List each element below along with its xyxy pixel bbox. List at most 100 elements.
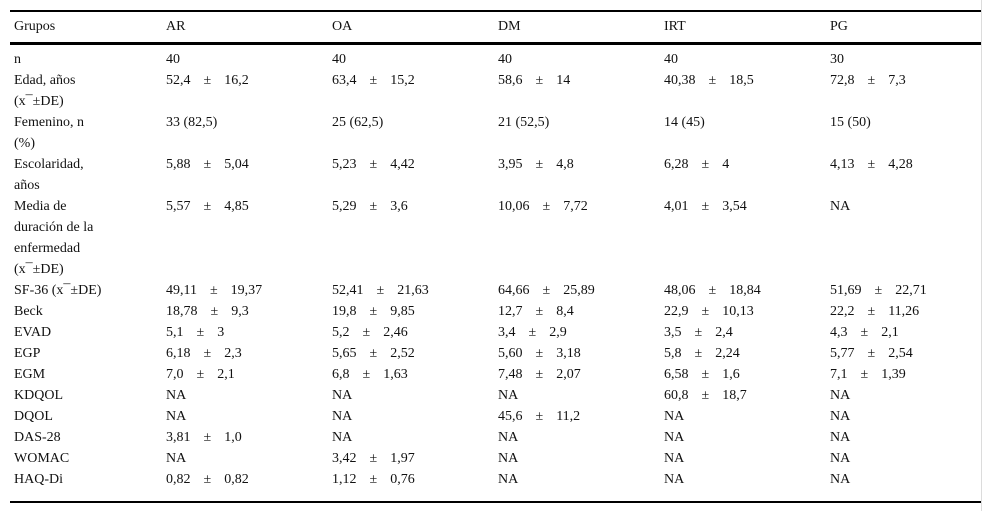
sd-value: 19,37 <box>230 283 263 298</box>
value-cell: 5,29 ±3,6 <box>332 196 498 280</box>
sd-value: 7,72 <box>563 199 588 214</box>
value-cell: 40 <box>166 52 180 67</box>
value-cell: 22,2 ±11,26 <box>830 301 982 322</box>
plus-minus-symbol: ± <box>874 283 883 298</box>
value-cell: 14 (45) <box>664 115 705 130</box>
value-cell: 40 <box>498 52 512 67</box>
value-cell: 4,13 ±4,28 <box>830 154 982 196</box>
plus-minus-symbol: ± <box>701 388 710 403</box>
mean-value: 22,2 <box>830 304 855 319</box>
plus-minus-symbol: ± <box>542 199 551 214</box>
sd-value: 22,71 <box>895 283 927 298</box>
value-cell: 63,4 ±15,2 <box>332 70 498 112</box>
sd-value: 4 <box>722 157 730 172</box>
value-cell: NA <box>664 472 685 487</box>
plus-minus-symbol: ± <box>867 346 876 361</box>
plus-minus-symbol: ± <box>203 73 212 88</box>
column-header-pg: PG <box>830 10 982 45</box>
sd-value: 21,63 <box>397 283 429 298</box>
mean-value: 5,1 <box>166 325 184 340</box>
sd-value: 14 <box>556 73 571 88</box>
value-cell: 40 <box>332 52 346 67</box>
plus-minus-symbol: ± <box>369 199 378 214</box>
mean-value: 49,11 <box>166 283 197 298</box>
row-label: EVAD <box>14 325 52 340</box>
row-label: DAS-28 <box>14 430 61 445</box>
sd-value: 4,42 <box>390 157 415 172</box>
sd-value: 1,0 <box>224 430 242 445</box>
plus-minus-symbol: ± <box>376 283 385 298</box>
value-cell: 40 <box>664 52 678 67</box>
column-header-dm: DM <box>498 10 664 45</box>
value-cell: 19,8 ±9,85 <box>332 301 498 322</box>
plus-minus-symbol: ± <box>708 283 717 298</box>
table-row: DQOL NA NA 45,6 ±11,2 NA NA <box>10 406 982 427</box>
column-header-irt: IRT <box>664 10 830 45</box>
sd-value: 4,8 <box>556 157 574 172</box>
plus-minus-symbol: ± <box>701 304 710 319</box>
mean-value: 64,66 <box>498 283 530 298</box>
mean-value: 6,28 <box>664 157 689 172</box>
value-cell: 5,57 ±4,85 <box>166 196 332 280</box>
plus-minus-symbol: ± <box>867 73 876 88</box>
value-cell: 4,01 ±3,54 <box>664 196 830 280</box>
table-row: EGP 6,18 ±2,3 5,65 ±2,52 5,60 ±3,18 5,8 ±2,24 5,7… <box>10 343 982 364</box>
sd-value: 2,9 <box>549 325 567 340</box>
mean-value: 5,60 <box>498 346 523 361</box>
plus-minus-symbol: ± <box>203 430 212 445</box>
value-cell: 64,66 ±25,89 <box>498 280 664 301</box>
table-row: KDQOL NA NA NA 60,8 ±18,7 NA <box>10 385 982 406</box>
value-cell: 45,6 ±11,2 <box>498 406 664 427</box>
plus-minus-symbol: ± <box>369 73 378 88</box>
value-cell: 15 (50) <box>830 115 871 130</box>
table-row: EGM 7,0 ±2,1 6,8 ±1,63 7,48 ±2,07 6,58 ±1,6 7,1 ±1… <box>10 364 982 385</box>
mean-value: 3,95 <box>498 157 523 172</box>
mean-value: 58,6 <box>498 73 523 88</box>
plus-minus-symbol: ± <box>203 472 212 487</box>
column-header-ar: AR <box>166 10 332 45</box>
mean-value: 5,29 <box>332 199 357 214</box>
value-cell: 25 (62,5) <box>332 115 384 130</box>
mean-value: 6,18 <box>166 346 191 361</box>
mean-value: 52,4 <box>166 73 191 88</box>
page-edge-divider <box>981 0 982 511</box>
sd-value: 2,52 <box>390 346 415 361</box>
sd-value: 18,5 <box>729 73 754 88</box>
value-cell: NA <box>332 409 353 424</box>
plus-minus-symbol: ± <box>196 367 205 382</box>
sd-value: 25,89 <box>563 283 595 298</box>
table-row: SF-36 (x¯±DE) 49,11 ±19,37 52,41 ±21,63 64,66… <box>10 280 982 301</box>
plus-minus-symbol: ± <box>867 157 876 172</box>
value-cell: 33 (82,5) <box>166 115 218 130</box>
plus-minus-symbol: ± <box>535 346 544 361</box>
sd-value: 18,84 <box>729 283 761 298</box>
row-label: EGP <box>14 346 41 361</box>
table-row: WOMAC NA 3,42 ±1,97 NA NA NA <box>10 448 982 469</box>
mean-value: 5,23 <box>332 157 357 172</box>
plus-minus-symbol: ± <box>369 451 378 466</box>
value-cell: NA <box>332 388 353 403</box>
plus-minus-symbol: ± <box>860 325 869 340</box>
plus-minus-symbol: ± <box>369 157 378 172</box>
sd-value: 16,2 <box>224 73 249 88</box>
table-row: Beck 18,78 ±9,3 19,8 ±9,85 12,7 ±8,4 22,9 ±10,13… <box>10 301 982 322</box>
plus-minus-symbol: ± <box>701 157 710 172</box>
plus-minus-symbol: ± <box>209 283 218 298</box>
value-cell: 72,8 ±7,3 <box>830 70 982 112</box>
value-cell: 3,95 ±4,8 <box>498 154 664 196</box>
value-cell: 6,8 ±1,63 <box>332 364 498 385</box>
plus-minus-symbol: ± <box>203 157 212 172</box>
mean-value: 4,3 <box>830 325 848 340</box>
value-cell: 6,18 ±2,3 <box>166 343 332 364</box>
value-cell: NA <box>166 451 187 466</box>
plus-minus-symbol: ± <box>694 325 703 340</box>
sd-value: 2,1 <box>881 325 899 340</box>
sd-value: 18,7 <box>722 388 747 403</box>
value-cell: 5,8 ±2,24 <box>664 343 830 364</box>
mean-value: 5,2 <box>332 325 350 340</box>
mean-value: 10,06 <box>498 199 530 214</box>
mean-value: 72,8 <box>830 73 855 88</box>
value-cell: NA <box>332 430 353 445</box>
value-cell: NA <box>166 388 187 403</box>
plus-minus-symbol: ± <box>701 199 710 214</box>
